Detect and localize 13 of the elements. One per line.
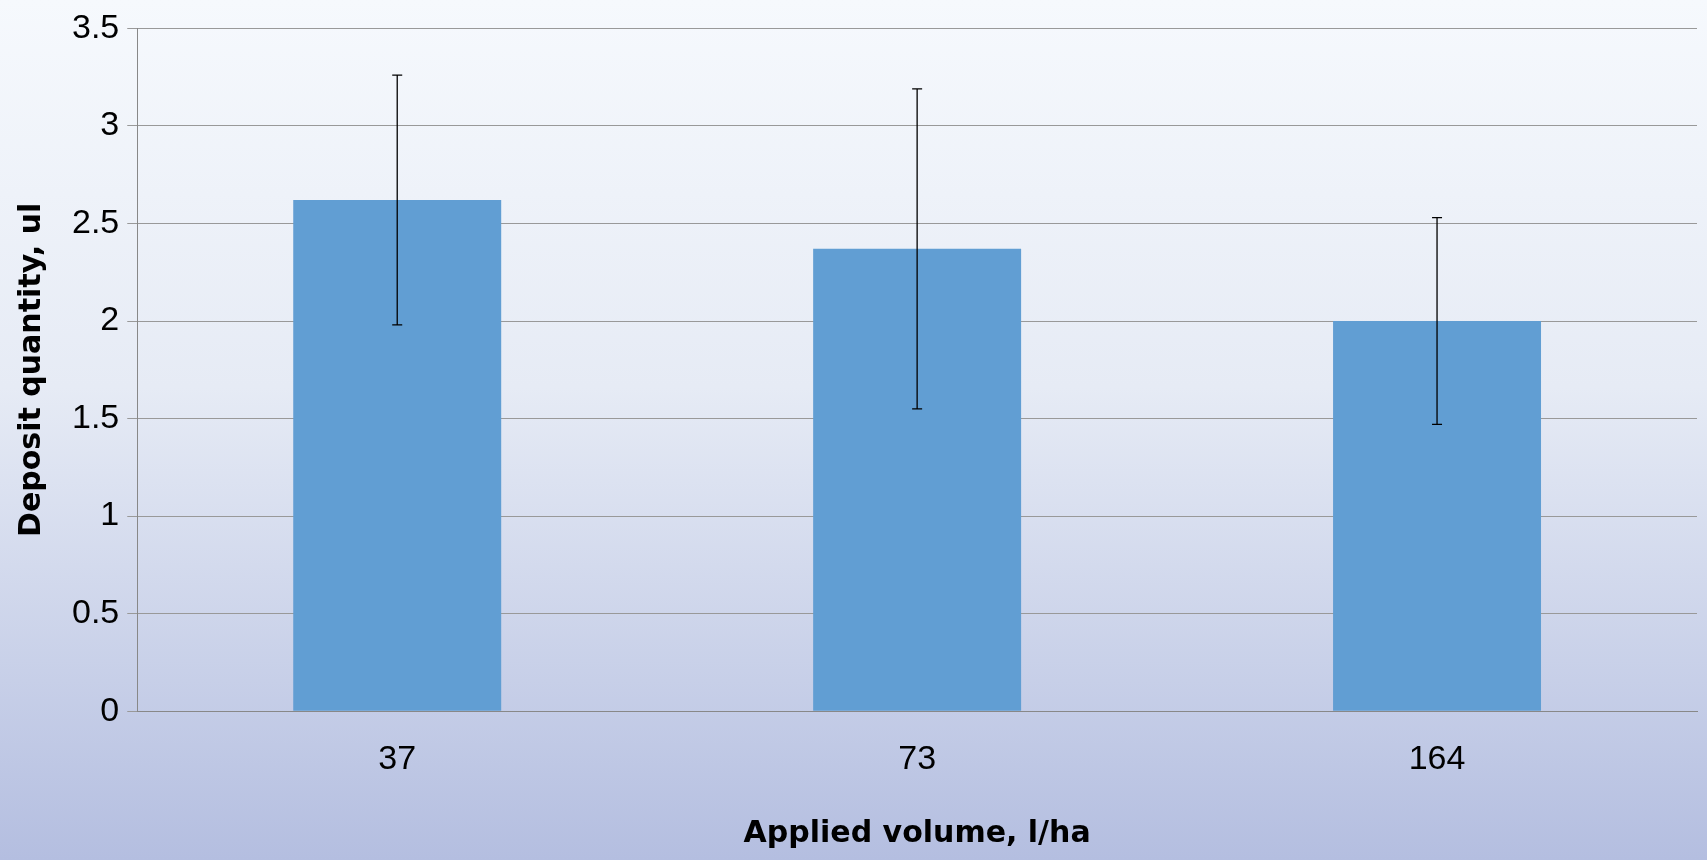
y-tick-label: 2.5 — [72, 201, 120, 240]
y-tick-label: 0.5 — [72, 592, 120, 631]
x-axis-title: Applied volume, l/ha — [743, 813, 1091, 849]
x-tick-label: 37 — [378, 737, 417, 776]
x-tick-label: 164 — [1408, 737, 1466, 776]
y-tick-label: 2 — [100, 299, 120, 338]
y-tick-label: 3.5 — [72, 6, 120, 45]
y-tick-label: 0 — [100, 689, 120, 728]
x-tick-label: 73 — [898, 737, 937, 776]
y-axis-title: Deposit quantity, ul — [11, 202, 47, 537]
y-tick-label: 1 — [100, 494, 120, 533]
y-tick-label: 1.5 — [72, 396, 120, 435]
y-tick-label: 3 — [100, 104, 120, 143]
